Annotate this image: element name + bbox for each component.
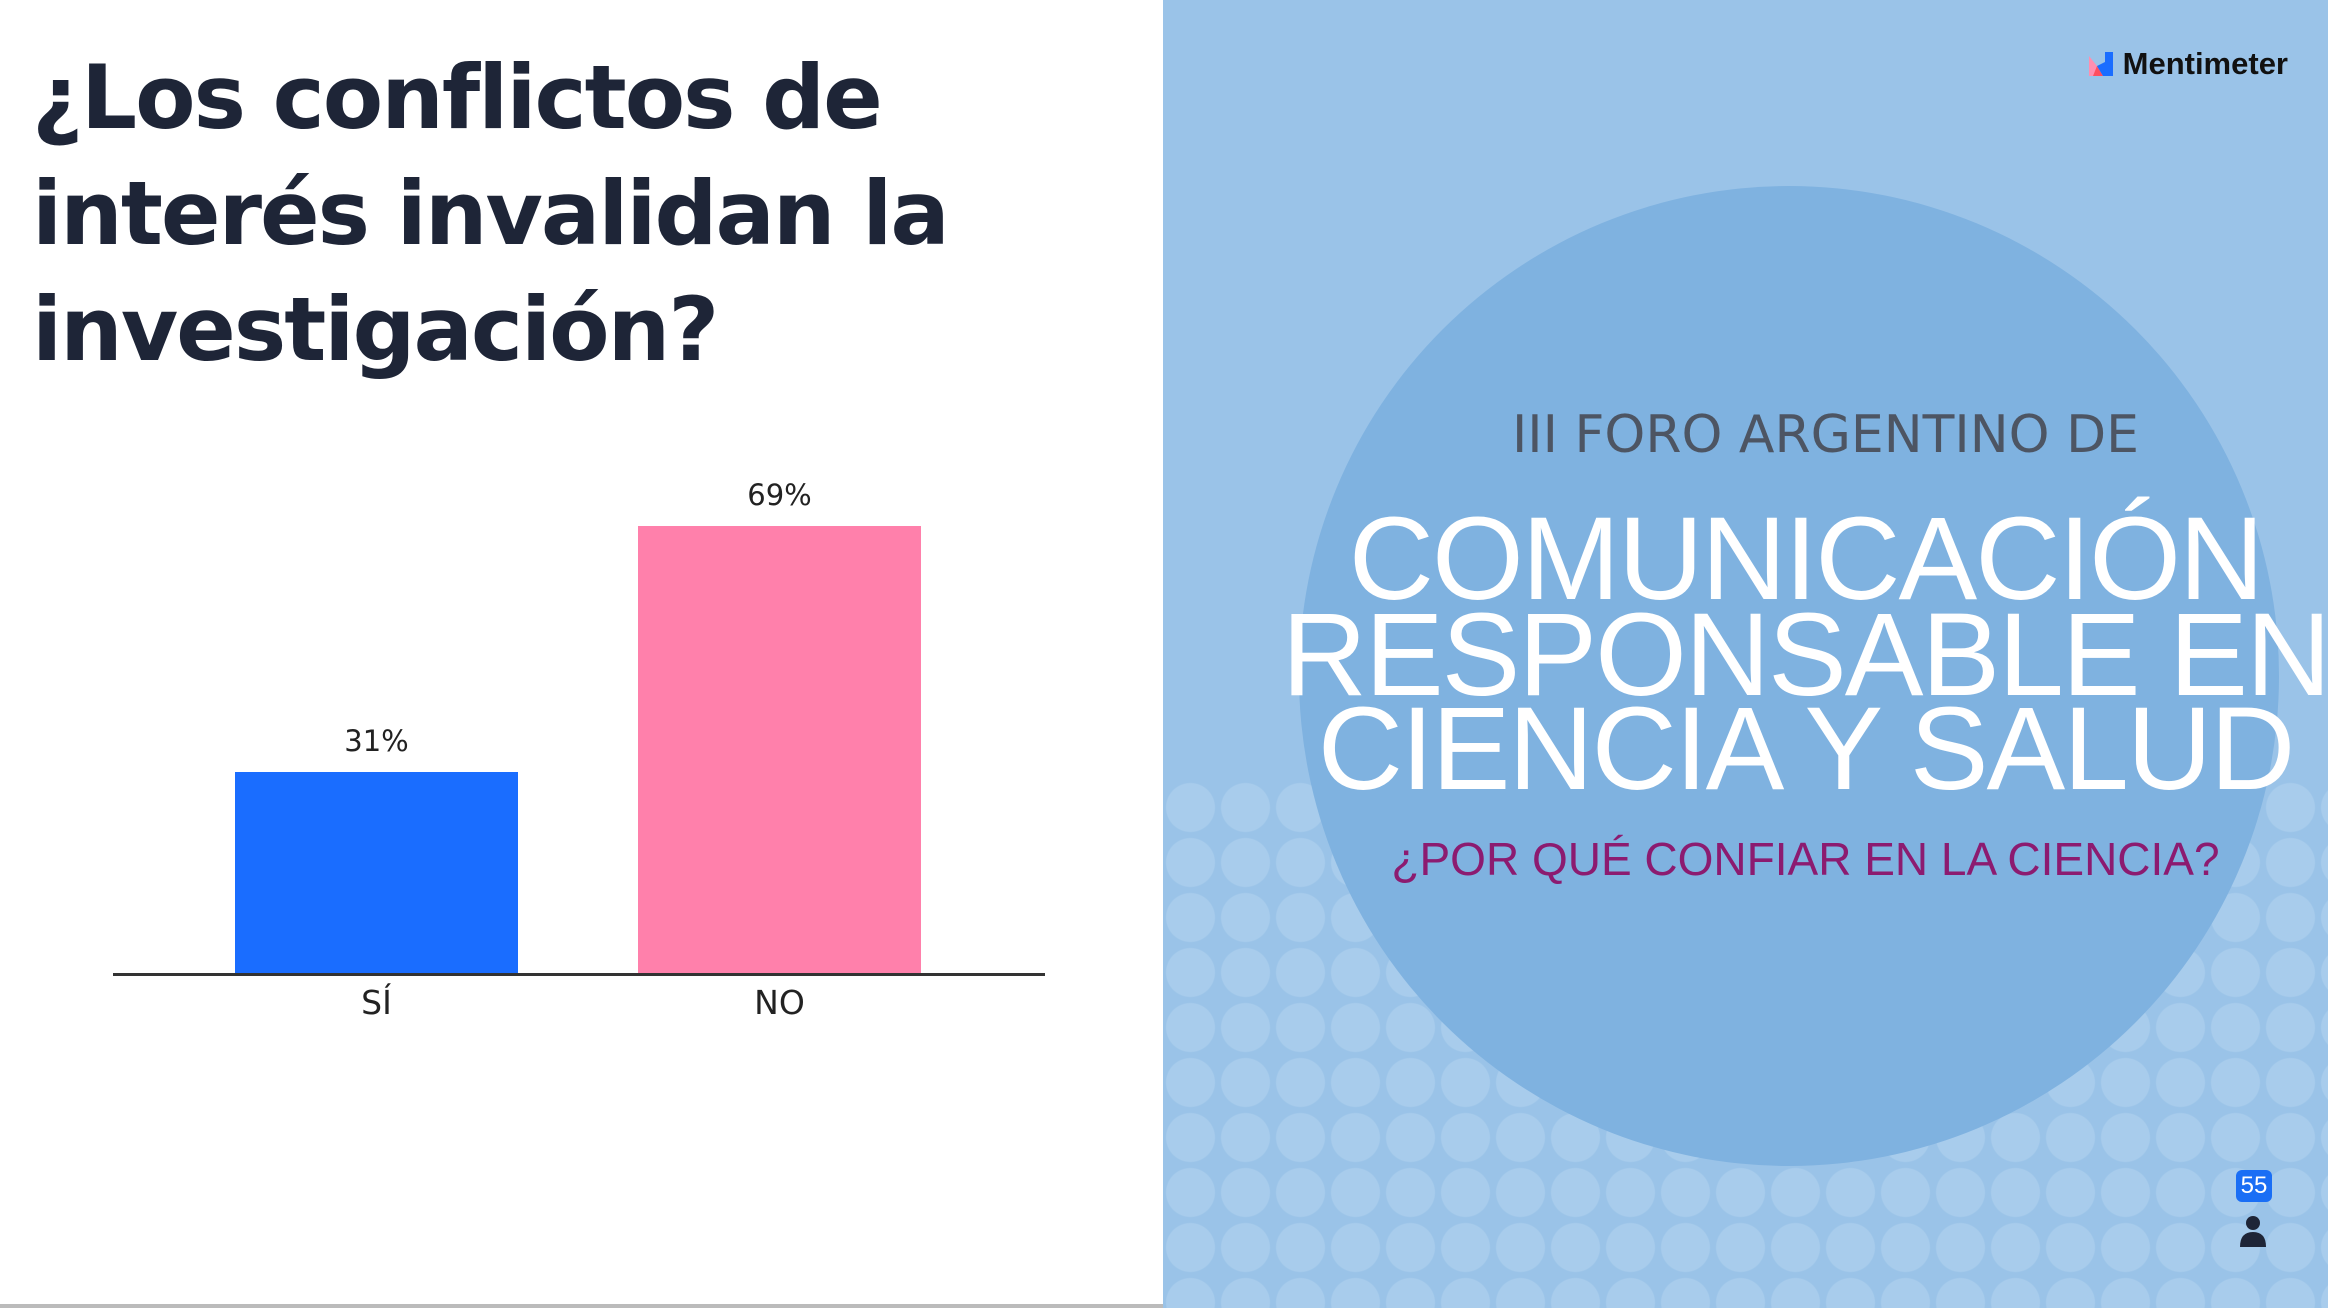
mentimeter-logo: Mentimeter	[2088, 46, 2288, 82]
image-title-line: CIENCIA Y SALUD	[1317, 683, 2296, 815]
bar-NO	[638, 526, 921, 973]
image-title-line: COMUNICACIÓN	[1348, 493, 2264, 625]
image-subtitle: ¿POR QUÉ CONFIAR EN LA CIENCIA?	[1391, 833, 2220, 885]
data-label: 31%	[344, 724, 409, 759]
slide-left-panel: ¿Los conflictos de interés invalidan la …	[0, 0, 1163, 1304]
x-axis-line	[113, 973, 1045, 976]
category-label: SÍ	[361, 983, 392, 1022]
person-icon	[2240, 1216, 2266, 1247]
image-heading: III FORO ARGENTINO DE	[1511, 405, 2140, 465]
image-title-line: RESPONSABLE EN	[1281, 589, 2328, 721]
slide-title: ¿Los conflictos de interés invalidan la …	[32, 46, 950, 381]
background-circle	[1299, 186, 2279, 1166]
mentimeter-logo-icon	[2088, 52, 2113, 76]
divider	[0, 1304, 1163, 1308]
data-label: 69%	[747, 478, 812, 512]
bar-SÍ	[235, 772, 518, 973]
category-label: NO	[754, 983, 805, 1022]
participant-count-badge: 55	[2236, 1170, 2272, 1202]
slide-image: III FORO ARGENTINO DE COMUNICACIÓN RESPO…	[1163, 0, 2328, 1308]
brand-name: Mentimeter	[2122, 46, 2288, 81]
